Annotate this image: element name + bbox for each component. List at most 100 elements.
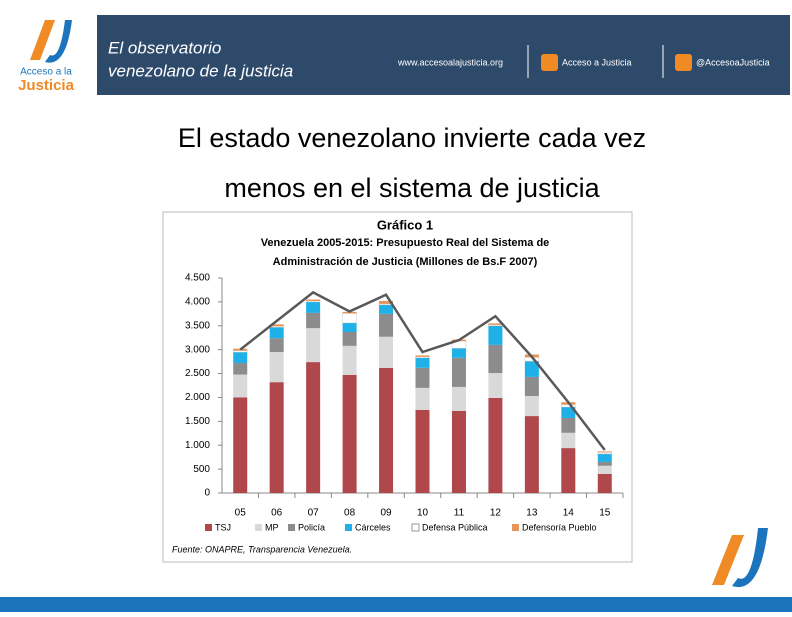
bar-segment bbox=[524, 361, 539, 377]
logo: Acceso a la Justicia bbox=[18, 20, 75, 94]
twitter: @AccesoaJusticia bbox=[696, 57, 770, 67]
facebook-icon bbox=[541, 54, 558, 71]
chart-subtitle: Venezuela 2005-2015: Presupuesto Real de… bbox=[261, 237, 550, 249]
legend-swatch bbox=[345, 524, 352, 531]
bar-segment bbox=[415, 355, 430, 357]
x-tick-label: 14 bbox=[563, 508, 575, 519]
bar-segment bbox=[488, 325, 503, 345]
legend-swatch bbox=[288, 524, 295, 531]
banner bbox=[97, 15, 790, 95]
bar-segment bbox=[415, 367, 430, 388]
footer bbox=[0, 528, 792, 612]
bar-segment bbox=[379, 313, 394, 337]
source: Fuente: ONAPRE, Transparencia Venezuela. bbox=[172, 544, 352, 554]
x-tick-label: 05 bbox=[235, 508, 247, 519]
x-tick-label: 06 bbox=[271, 508, 283, 519]
bar-segment bbox=[415, 387, 430, 410]
x-tick-label: 13 bbox=[526, 508, 538, 519]
bar-segment bbox=[597, 461, 612, 466]
banner-text: El observatorio bbox=[108, 38, 221, 57]
trend-line bbox=[239, 290, 606, 451]
bar-segment bbox=[305, 300, 321, 303]
bar-segment bbox=[561, 448, 576, 493]
logo-text: Acceso a la bbox=[20, 67, 72, 78]
bar-segment bbox=[379, 304, 394, 314]
bar-segment bbox=[306, 362, 321, 493]
y-tick-label: 1.000 bbox=[185, 440, 210, 451]
legend-label: TSJ bbox=[215, 522, 231, 532]
legend-swatch bbox=[512, 524, 519, 531]
logo-shape bbox=[732, 528, 768, 588]
legend-swatch bbox=[411, 523, 420, 532]
bar-segment bbox=[524, 416, 539, 493]
legend-label: Cárceles bbox=[355, 522, 391, 532]
bar-segment bbox=[342, 322, 357, 332]
x-tick-label: 10 bbox=[417, 508, 429, 519]
bar-segment bbox=[269, 327, 284, 339]
y-tick-label: 0 bbox=[204, 488, 210, 499]
bar-segment bbox=[415, 409, 430, 493]
bar-segment bbox=[342, 374, 357, 493]
banner-text: venezolano de la justicia bbox=[108, 61, 293, 80]
slide-title: El estado venezolano invierte cada vez bbox=[178, 123, 646, 153]
bar-segment bbox=[342, 331, 357, 346]
bar-segment bbox=[597, 451, 612, 453]
legend-label: Defensa Pública bbox=[422, 522, 488, 532]
bar-segment bbox=[488, 324, 503, 327]
x-tick-label: 08 bbox=[344, 508, 356, 519]
facebook: Acceso a Justicia bbox=[562, 57, 632, 67]
y-tick-label: 3.000 bbox=[185, 344, 210, 355]
bar-segment bbox=[342, 313, 357, 324]
bar-segment bbox=[233, 363, 248, 375]
bar-segment bbox=[488, 397, 503, 493]
bar-segment bbox=[306, 299, 321, 301]
y-tick-label: 2.500 bbox=[185, 368, 210, 379]
legend-label: Defensoría Pueblo bbox=[522, 522, 597, 532]
chart-title: Gráfico 1 bbox=[377, 217, 433, 232]
bar-segment bbox=[379, 336, 394, 368]
bar-segment bbox=[451, 357, 466, 387]
y-tick-label: 4.500 bbox=[185, 273, 210, 284]
bar-segment bbox=[233, 352, 248, 364]
legend-label: MP bbox=[265, 522, 279, 532]
bar-segment bbox=[269, 324, 284, 327]
logo-shape bbox=[712, 535, 744, 585]
website: www.accesoalajusticia.org bbox=[397, 57, 503, 67]
bar-segment bbox=[233, 397, 248, 493]
bar-segment bbox=[488, 323, 503, 325]
chart-subtitle: Administración de Justicia (Millones de … bbox=[273, 256, 538, 268]
twitter-icon bbox=[675, 54, 692, 71]
bar-segment bbox=[269, 352, 284, 383]
slide-title: menos en el sistema de justicia bbox=[224, 173, 600, 203]
bar-segment bbox=[306, 328, 321, 363]
bar-segment bbox=[415, 356, 430, 359]
bar-segment bbox=[342, 345, 357, 375]
bar-segment bbox=[415, 357, 430, 368]
legend-label: Policía bbox=[298, 522, 325, 532]
x-tick-label: 15 bbox=[599, 508, 611, 519]
bar-segment bbox=[488, 344, 503, 374]
y-tick-label: 500 bbox=[193, 464, 210, 475]
logo-text: Justicia bbox=[18, 77, 75, 94]
bar-segment bbox=[451, 386, 466, 411]
logo-shape bbox=[30, 20, 55, 60]
x-tick-label: 07 bbox=[308, 508, 320, 519]
bar-segment bbox=[451, 410, 466, 493]
bar-segment bbox=[561, 417, 576, 433]
bar-segment bbox=[597, 473, 612, 493]
x-tick-label: 09 bbox=[380, 508, 392, 519]
bar-segment bbox=[306, 301, 321, 313]
bar-segment bbox=[561, 432, 576, 449]
bar-segment bbox=[524, 396, 539, 417]
y-tick-label: 3.500 bbox=[185, 320, 210, 331]
footer-bar bbox=[0, 597, 792, 612]
bar-segment bbox=[269, 382, 284, 493]
bar-segment bbox=[379, 367, 394, 493]
bar-segment bbox=[451, 348, 466, 358]
legend-swatch bbox=[255, 524, 262, 531]
bar-segment bbox=[524, 376, 539, 397]
y-tick-label: 4.000 bbox=[185, 297, 210, 308]
bar-segment bbox=[597, 453, 612, 462]
y-tick-label: 2.000 bbox=[185, 392, 210, 403]
